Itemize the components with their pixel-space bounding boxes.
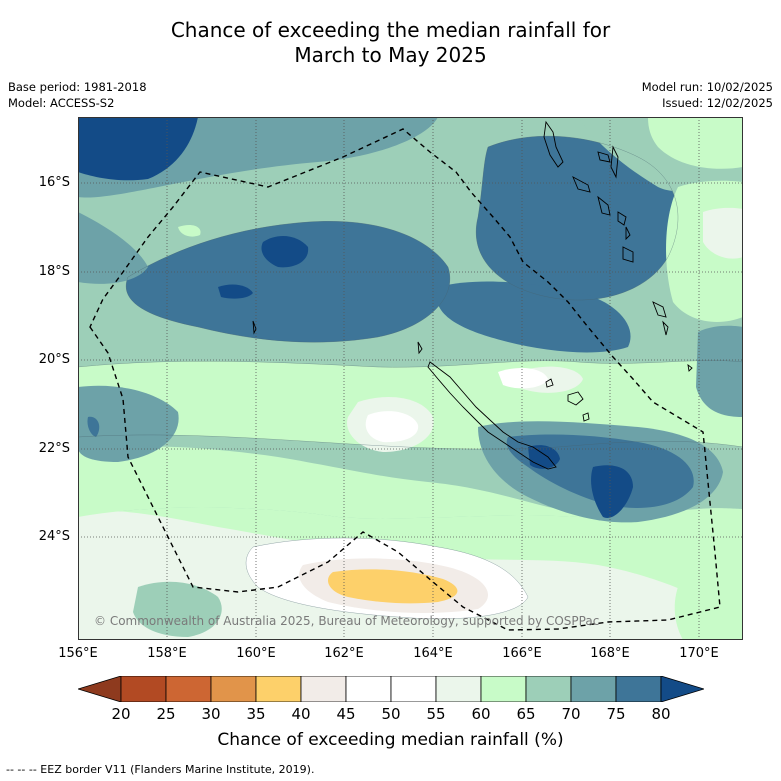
colorbar-bin-25-30: [165, 676, 212, 702]
colorbar-bin-30-35: [210, 676, 257, 702]
lat-label-20s: 20°S: [38, 352, 70, 367]
colorbar-title: Chance of exceeding median rainfall (%): [217, 730, 564, 750]
lon-label-170e: 170°E: [679, 646, 719, 661]
colorbar-bin-35-40: [255, 676, 302, 702]
colorbar-bin-50-55: [390, 676, 437, 702]
contour-70-75-central: [436, 281, 631, 353]
colorbar-tick-30: 30: [201, 705, 221, 723]
contour-45-55-central: [365, 411, 419, 443]
lat-label-16s: 16°S: [38, 175, 70, 190]
colorbar-arrow-high: [660, 676, 704, 702]
lat-label-18s: 18°S: [38, 264, 70, 279]
gridlines: [78, 117, 743, 640]
model-name: Model: ACCESS-S2: [8, 96, 115, 110]
contour-75-80-west: [261, 235, 309, 268]
rainfall-map: [78, 117, 743, 640]
colorbar: [78, 676, 704, 702]
colorbar-tick-35: 35: [246, 705, 266, 723]
lon-label-164e: 164°E: [413, 646, 453, 661]
contour-75-80-se-2: [591, 465, 633, 518]
contour-65-70-sw: [78, 385, 179, 462]
colorbar-tick-50: 50: [381, 705, 401, 723]
eez-footnote: -- -- -- EEZ border V11 (Flanders Marine…: [6, 763, 315, 776]
contour-60-65-small: [178, 224, 201, 237]
loyalty-islands: [545, 378, 554, 388]
colorbar-bin-75-80: [615, 676, 662, 702]
colorbar-tick-60: 60: [471, 705, 491, 723]
contour-55-60-east-edge: [703, 207, 743, 259]
colorbar-arrow-low: [78, 676, 122, 702]
vanuatu-islands: [543, 120, 564, 168]
lat-label-22s: 22°S: [38, 441, 70, 456]
colorbar-bin-45-50: [345, 676, 392, 702]
new-caledonia-coast: [427, 361, 557, 470]
colorbar-tick-45: 45: [336, 705, 356, 723]
lon-label-162e: 162°E: [324, 646, 364, 661]
colorbar-tick-55: 55: [426, 705, 446, 723]
contour-65-70-west-edge: [78, 212, 148, 284]
base-period: Base period: 1981-2018: [8, 80, 147, 94]
contour-70-75-sw-small: [87, 416, 100, 437]
map-title: Chance of exceeding the median rainfall …: [0, 18, 781, 68]
colorbar-bin-65-70: [525, 676, 572, 702]
contour-75-80-nw: [78, 117, 198, 181]
colorbar-bin-70-75: [570, 676, 617, 702]
colorbar-tick-70: 70: [561, 705, 581, 723]
colorbar-tick-20: 20: [111, 705, 131, 723]
meta-right: Model run: 10/02/2025 Issued: 12/02/2025: [642, 79, 773, 111]
contour-35-40: [328, 569, 458, 604]
contour-60-65-ne: [648, 117, 743, 169]
coastlines: [252, 120, 693, 470]
contour-lines: [78, 135, 743, 620]
colorbar-bin-55-60: [435, 676, 482, 702]
contour-65-70-south: [133, 581, 222, 637]
title-line-1: Chance of exceeding the median rainfall …: [170, 18, 611, 42]
lon-label-160e: 160°E: [236, 646, 276, 661]
contour-75-80-small: [218, 284, 253, 299]
lat-label-24s: 24°S: [38, 529, 70, 544]
map-frame: [78, 117, 743, 640]
colorbar-bin-40-45: [300, 676, 347, 702]
contour-65-70-east-edge: [696, 325, 743, 417]
eez-border: [89, 128, 721, 631]
contour-60-65-se: [674, 581, 743, 640]
lon-label-156e: 156°E: [58, 646, 98, 661]
contour-50-55-east: [498, 367, 548, 389]
lon-label-166e: 166°E: [502, 646, 542, 661]
model-run: Model run: 10/02/2025: [641, 80, 773, 94]
copyright-notice: © Commonwealth of Australia 2025, Bureau…: [94, 614, 600, 628]
colorbar-tick-40: 40: [291, 705, 311, 723]
colorbar-tick-65: 65: [516, 705, 536, 723]
map-canvas: [78, 117, 743, 640]
contour-60-65-band: [78, 446, 743, 521]
meta-left: Base period: 1981-2018 Model: ACCESS-S2: [8, 79, 147, 111]
colorbar-bin-60-65: [480, 676, 527, 702]
contour-70-75-west: [126, 221, 450, 343]
lon-label-158e: 158°E: [147, 646, 187, 661]
colorbar-tick-25: 25: [156, 705, 176, 723]
issued-date: Issued: 12/02/2025: [662, 96, 773, 110]
lon-label-168e: 168°E: [590, 646, 630, 661]
contour-70-75-ne: [476, 136, 678, 301]
contour-75-80-se-1: [528, 445, 560, 469]
colorbar-bin-20-25: [120, 676, 167, 702]
colorbar-tick-80: 80: [651, 705, 671, 723]
colorbar-tick-75: 75: [606, 705, 626, 723]
title-line-2: March to May 2025: [294, 43, 487, 67]
